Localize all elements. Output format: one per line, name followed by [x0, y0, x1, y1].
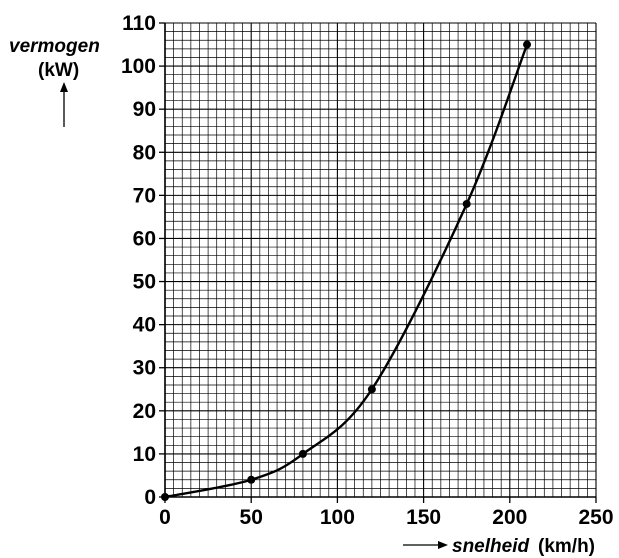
- data-points: [161, 40, 532, 501]
- data-point: [247, 475, 256, 484]
- data-point: [462, 199, 471, 208]
- x-axis-label-unit: (km/h): [538, 536, 595, 557]
- y-tick-label: 70: [133, 184, 156, 207]
- x-axis-label-name: snelheid: [452, 536, 529, 557]
- x-tick-label: 200: [492, 506, 527, 529]
- x-axis-arrow: [403, 541, 448, 549]
- y-tick-label: 50: [133, 271, 156, 294]
- data-point: [161, 493, 169, 501]
- axes: [164, 23, 596, 498]
- y-tick-labels: 0 10 20 30 40 50 60 70 80 90 100 110: [121, 12, 165, 509]
- y-tick-label: 110: [122, 12, 156, 35]
- y-tick-label: 20: [133, 400, 156, 423]
- y-axis-label-unit: (kW): [38, 60, 79, 81]
- grid: [164, 22, 597, 498]
- y-axis-label-name: vermogen: [9, 36, 100, 57]
- y-tick-label: 10: [133, 443, 156, 466]
- y-tick-label: 30: [133, 357, 156, 380]
- data-point: [298, 449, 307, 458]
- y-tick-label: 90: [133, 98, 156, 121]
- data-point: [367, 385, 376, 394]
- x-tick-label: 0: [159, 506, 171, 529]
- y-tick-label: 0: [144, 486, 156, 509]
- x-tick-label: 250: [578, 506, 613, 529]
- data-point: [523, 40, 532, 49]
- y-tick-label: 100: [121, 55, 156, 78]
- x-tick-labels: 0 50 100 150 200 250: [159, 497, 614, 529]
- y-axis-arrow: [60, 82, 68, 127]
- y-tick-label: 60: [133, 227, 156, 250]
- y-tick-label: 80: [133, 141, 156, 164]
- x-tick-label: 50: [240, 506, 263, 529]
- x-tick-label: 100: [320, 506, 355, 529]
- x-tick-label: 150: [406, 506, 441, 529]
- y-tick-label: 40: [133, 314, 156, 337]
